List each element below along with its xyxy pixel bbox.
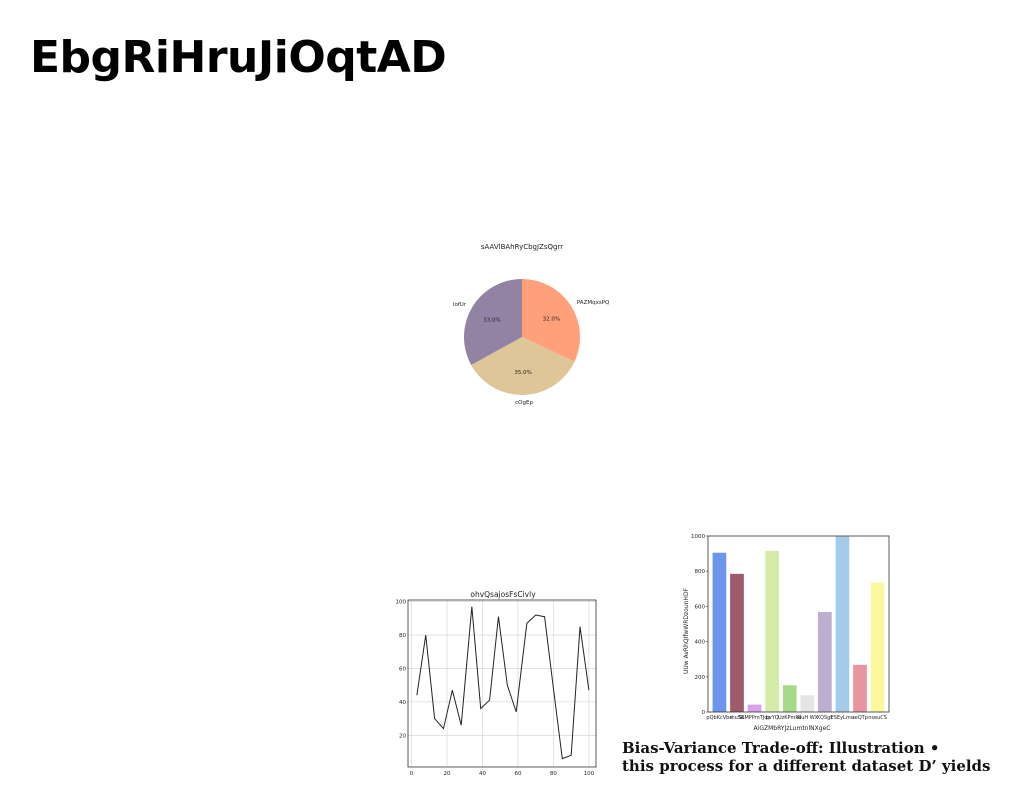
line-xtick-label: 60: [514, 771, 521, 777]
line-chart: ohvQsajosFsCivly 0 20 40 60 80 100 20 40 60 80 100: [396, 590, 597, 777]
pie-category-label: lofUr: [453, 302, 467, 308]
page-title: EbgRiHruJiOqtAD: [30, 32, 447, 83]
line-ytick-label: 20: [399, 733, 406, 739]
figure-caption: Bias-Variance Trade-off: Illustration • …: [622, 739, 991, 775]
bar-chart: UUw AvRhQIfwWRDzounHDF AiGZMbRYJzLumtnlN…: [683, 534, 890, 732]
bar-xtick-label: SLMPPmTJqp: [739, 715, 771, 721]
bar-xtick-label: nseuCS: [868, 715, 887, 721]
line-series: [416, 606, 590, 760]
line-ytick-label: 80: [399, 633, 406, 639]
bar-xtick-label: UzKPmkd: [778, 715, 802, 721]
pie-chart-title: sAAVlBAhRyCbgJZsQgrr: [481, 243, 563, 251]
line-xtick-label: 100: [584, 771, 595, 777]
bar-pQbKcVbe: [712, 552, 727, 712]
pie-category-label: PAZMqxsPQ: [577, 300, 610, 306]
line-ytick-label: 40: [399, 700, 406, 706]
bar-xtick-label: seQTp: [852, 715, 868, 721]
bar-UzKPmkd: [782, 685, 797, 712]
caption-line-1: Bias-Variance Trade-off: Illustration •: [622, 739, 940, 757]
bar-SLMPPmTJqp: [747, 704, 762, 712]
pie-labels: 32.0% PAZMqxsPQ 35.0% cOgEp 33.0% lofUr: [453, 300, 610, 406]
line-xtick-label: 0: [410, 771, 414, 777]
bar-ytick-label: 800: [695, 569, 706, 575]
bar-ytick-label: 200: [695, 675, 706, 681]
bar-ytick-label: 600: [695, 604, 706, 610]
bar-xtick-label: bvYQ: [766, 715, 779, 721]
pie-slices: [464, 279, 580, 395]
line-plot-frame: [407, 599, 597, 768]
bar-WuH WX: [800, 695, 815, 712]
line-ytick-label: 100: [396, 600, 407, 606]
pie-slice-lofUr: [464, 279, 522, 365]
pie-slice-cOgEp: [471, 337, 575, 395]
bar-ytick-label: 400: [695, 640, 706, 646]
pie-category-label: cOgEp: [515, 400, 533, 406]
bar-xtick-label: WuH WX: [796, 715, 818, 721]
bar-bvYQ: [765, 550, 779, 712]
bar-xtick-label: FSEyLmu: [831, 715, 854, 721]
pie-pct-label: 32.0%: [543, 316, 560, 322]
pie-chart: sAAVlBAhRyCbgJZsQgrr 32.0% PAZMqxsPQ 35.0%…: [453, 243, 610, 406]
bar-rhuSR: [730, 573, 744, 712]
bar-xtick-label: rhuSR: [730, 715, 745, 721]
bar-xtick-label: XQSgL: [817, 715, 834, 721]
pie-slice-PAZMqxsPQ: [522, 279, 580, 362]
bar-ytick-label: 0: [702, 710, 706, 716]
bar-plot-frame: [707, 535, 890, 713]
caption-line-2: this process for a different dataset D’ …: [622, 757, 991, 775]
bar-xtick-label: pQbKcVbe: [706, 715, 732, 721]
line-xtick-label: 40: [479, 771, 486, 777]
bar-ytick-label: 1000: [691, 534, 705, 540]
bar-FSEyLmu: [835, 536, 850, 712]
bar-nseuCS: [870, 582, 885, 712]
pie-pct-label: 33.0%: [483, 317, 500, 323]
line-ticks: 0 20 40 60 80 100 20 40 60 80 100: [396, 600, 595, 777]
line-ytick-label: 60: [399, 666, 406, 672]
line-xtick-label: 80: [550, 771, 557, 777]
line-xtick-label: 20: [444, 771, 451, 777]
line-grid: [408, 600, 596, 767]
pie-pct-label: 35.0%: [514, 370, 531, 376]
bar-seQTp: [853, 664, 867, 712]
line-chart-title: ohvQsajosFsCivly: [470, 590, 536, 599]
bar-XQSgL: [818, 612, 832, 712]
bar-chart-ylabel: UUw AvRhQIfwWRDzounHDF: [683, 587, 690, 674]
bar-chart-xlabel: AiGZMbRYJzLumtnlNXgeC: [754, 725, 831, 732]
bar-marks: [712, 536, 885, 712]
